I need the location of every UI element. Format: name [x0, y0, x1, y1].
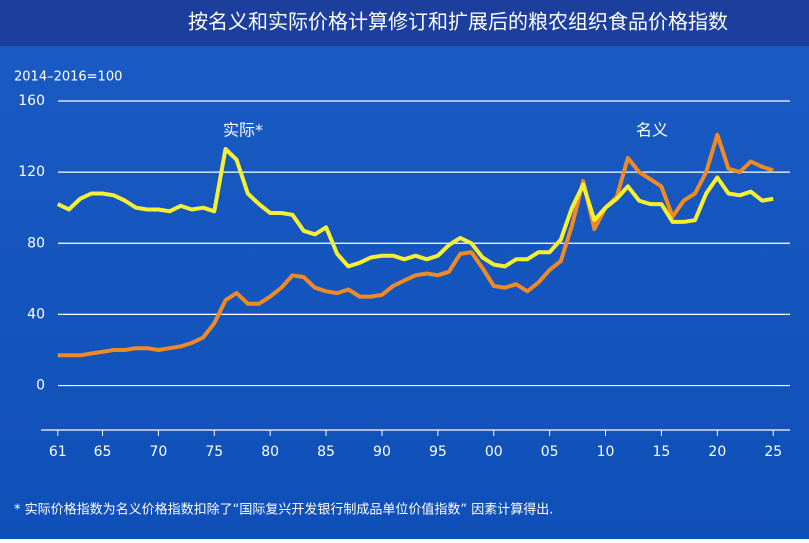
y-tick-label: 120: [18, 164, 45, 180]
title-bar: [0, 0, 809, 46]
series-line: [56, 147, 774, 269]
x-tick-label: 15: [653, 444, 671, 460]
y-tick-label: 160: [18, 93, 45, 109]
x-tick-label: 80: [261, 444, 279, 460]
y-tick-label: 0: [36, 378, 45, 394]
legend-label: 名义: [636, 121, 668, 140]
footnote: * 实际价格指数为名义价格指数扣除了“国际复兴开发银行制成品单位价值指数” 因素…: [14, 502, 553, 518]
chart-title: 按名义和实际价格计算修订和扩展后的粮农组织食品价格指数: [188, 10, 728, 34]
x-tick-label: 00: [485, 444, 503, 460]
x-tick-label: 25: [764, 444, 782, 460]
x-tick-label: 20: [708, 444, 726, 460]
x-tick-label: 95: [429, 444, 447, 460]
legend-label: 实际*: [223, 121, 263, 140]
x-tick-label: 05: [541, 444, 559, 460]
x-tick-label: 85: [317, 444, 335, 460]
x-tick-label: 70: [149, 444, 167, 460]
x-tick-label: 65: [94, 444, 112, 460]
x-tick-label: 10: [597, 444, 615, 460]
series-line: [57, 132, 774, 358]
x-tick-label: 90: [373, 444, 391, 460]
y-tick-label: 40: [27, 306, 45, 322]
y-axis-unit: 2014–2016=100: [14, 70, 122, 85]
y-tick-label: 80: [27, 235, 45, 251]
x-tick-label: 75: [205, 444, 223, 460]
x-tick-label: 61: [49, 444, 67, 460]
